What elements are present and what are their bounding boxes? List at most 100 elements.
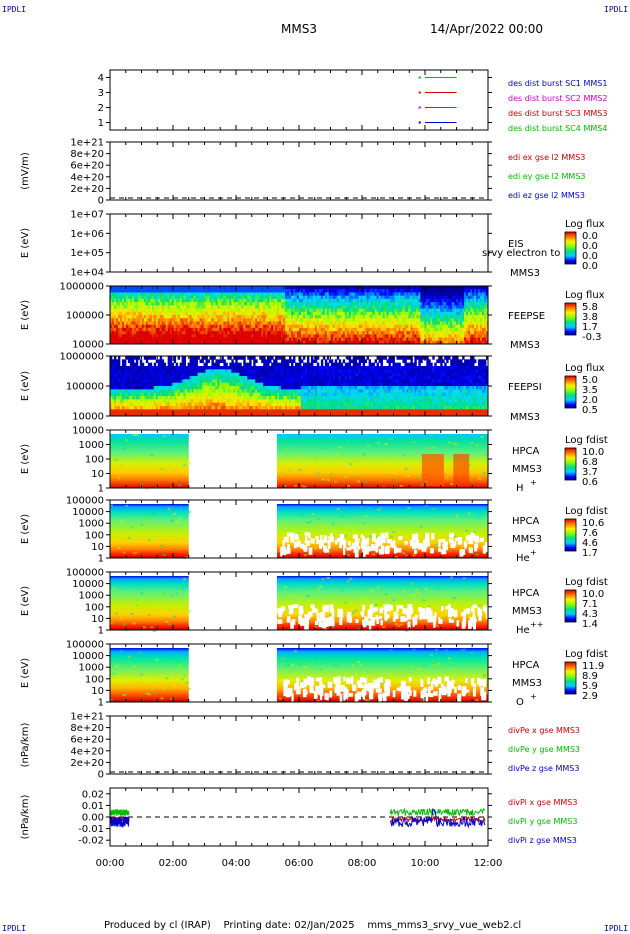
colorbar-label-hpca_he2: 7.1 [582,599,598,610]
x-tick-label: 00:00 [96,858,125,869]
species-label-hpca_he1: He [516,553,530,564]
y-tick-label-feepse: 1000000 [59,282,104,293]
burst-dot-4 [418,76,421,79]
y-axis-label-divpi: (nPa/km) [20,795,31,840]
y-tick-label-edi: 0 [98,196,104,207]
instrument-label-eis: EIS [508,239,524,250]
y-tick-label-eis: 1e+04 [70,268,104,279]
heatmap-feepsi [110,356,489,417]
y-tick-label-burst: 2 [98,103,104,114]
colorbar-title-feepse: Log flux [565,290,605,301]
footer-script-name: mms_mms3_srvy_vue_web2.cl [367,920,522,931]
y-tick-label-hpca_o: 100000 [66,640,104,651]
heatmap-hpca_o [110,648,491,703]
colorbar-label-eis: 0.0 [582,241,598,252]
y-tick-label-divpi: 0.01 [82,801,104,812]
corner-label-top-left: IPDLI [2,5,27,14]
colorbar-label-hpca_o: 2.9 [582,691,598,702]
colorbar-label-feepse: 3.8 [582,312,598,323]
colorbar-hpca_he1 [564,518,577,552]
instrument-label-hpca_he2: HPCA [512,588,540,599]
colorbar-label-feepse: 5.8 [582,302,598,313]
species-charge-hpca_he2: ++ [530,620,543,629]
hpca-block-1-hpca_he1 [110,504,189,558]
spacecraft-label-feepse: MMS3 [510,340,540,351]
y-tick-label-divpi: -0.02 [78,836,104,847]
y-tick-label-hpca_o: 1000 [79,663,104,674]
heatmap-hpca_he1 [110,504,490,560]
species-charge-hpca_o: + [530,692,537,701]
colorbar-label-hpca_he2: 10.0 [582,589,604,600]
y-tick-label-hpca_o: 10 [91,686,104,697]
y-tick-label-hpca_he1: 10 [91,542,104,553]
y-tick-label-edi: 1e+21 [70,138,104,149]
footer: Produced by cl (IRAP) Printing date: 02/… [104,920,521,931]
y-tick-label-hpca_he1: 100000 [66,496,104,507]
spacecraft-label-feepsi: MMS3 [510,412,540,423]
y-tick-label-hpca_he1: 1000 [79,519,104,530]
panel-frame-divpe [109,715,489,775]
colorbar-hpca_he2 [564,589,577,623]
y-tick-label-edi: 2e+20 [70,184,104,195]
species-label-hpca_h: H [516,483,524,494]
y-tick-label-hpca_o: 100 [85,674,104,685]
colorbar-label-eis: 0.0 [582,261,598,272]
colorbar-title-hpca_he2: Log fdist [565,577,608,588]
hpca-block-1-hpca_o [110,648,189,702]
y-tick-label-feepse: 100000 [66,311,104,322]
y-tick-label-hpca_h: 1000 [79,440,104,451]
y-tick-label-edi: 8e+20 [70,149,104,160]
y-tick-label-edi: 4e+20 [70,172,104,183]
divpi-series-0-interval-1 [389,807,486,817]
species-charge-hpca_he1: + [530,548,537,557]
species-label-hpca_o: O [516,697,524,708]
colorbar-label-hpca_o: 11.9 [582,661,604,672]
hpca-block-1-hpca_he2 [110,576,189,630]
y-axis-label-hpca_h: E (eV) [20,444,31,474]
y-tick-label-hpca_he2: 1 [98,626,104,637]
spacecraft-label-eis: MMS3 [510,268,540,279]
burst-dot-3 [418,91,421,94]
colorbar-title-hpca_he1: Log fdist [565,506,608,517]
legend-entry-burst: des dist burst SC3 MMS3 [508,109,607,118]
divpi-series-2-interval-1 [389,808,486,829]
species-label-hpca_he2: He [516,625,530,636]
colorbar-label-hpca_h: 10.0 [582,447,604,458]
colorbar-feepsi [564,375,577,409]
instrument-label-hpca_o: HPCA [512,660,540,671]
x-tick-label: 04:00 [222,858,251,869]
y-tick-label-hpca_he1: 1 [98,554,104,565]
colorbar-label-hpca_he1: 4.6 [582,538,598,549]
y-tick-label-divpe: 0 [98,770,104,781]
colorbar-label-hpca_h: 0.6 [582,477,598,488]
y-tick-label-hpca_o: 1 [98,698,104,709]
x-tick-label: 02:00 [159,858,188,869]
colorbar-hpca_h [564,447,577,481]
panel-frame-edi [109,141,489,201]
corner-label-bottom-left: IPDLI [2,924,27,933]
y-tick-label-divpe: 4e+20 [70,746,104,757]
y-tick-label-feepsi: 1000000 [59,352,104,363]
y-tick-label-burst: 4 [98,73,104,84]
corner-label-bottom-right: IPDLI [604,924,629,933]
y-tick-label-hpca_h: 10 [91,469,104,480]
colorbar-label-hpca_he2: 4.3 [582,609,598,620]
y-tick-label-hpca_he2: 10000 [72,579,104,590]
y-tick-label-hpca_o: 10000 [72,651,104,662]
y-tick-label-hpca_he2: 10 [91,614,104,625]
colorbar-title-hpca_h: Log fdist [565,435,608,446]
legend-entry-burst: des dist burst SC1 MMS1 [508,79,607,88]
y-tick-label-divpi: 0.00 [82,813,104,824]
panel-frame-eis [109,213,489,273]
y-tick-label-feepsi: 10000 [72,412,104,423]
y-axis-label-hpca_o: E (eV) [20,658,31,688]
y-tick-label-hpca_h: 10000 [72,426,104,437]
y-tick-label-hpca_he1: 10000 [72,507,104,518]
colorbar-label-hpca_h: 6.8 [582,457,598,468]
y-axis-label-edi: (mV/m) [20,152,31,190]
y-tick-label-burst: 3 [98,88,104,99]
instrument-label-hpca_h: HPCA [512,446,540,457]
y-axis-label-feepse: E (eV) [20,300,31,330]
legend-entry-divpi: divPi x gse MMS3 [508,798,577,807]
